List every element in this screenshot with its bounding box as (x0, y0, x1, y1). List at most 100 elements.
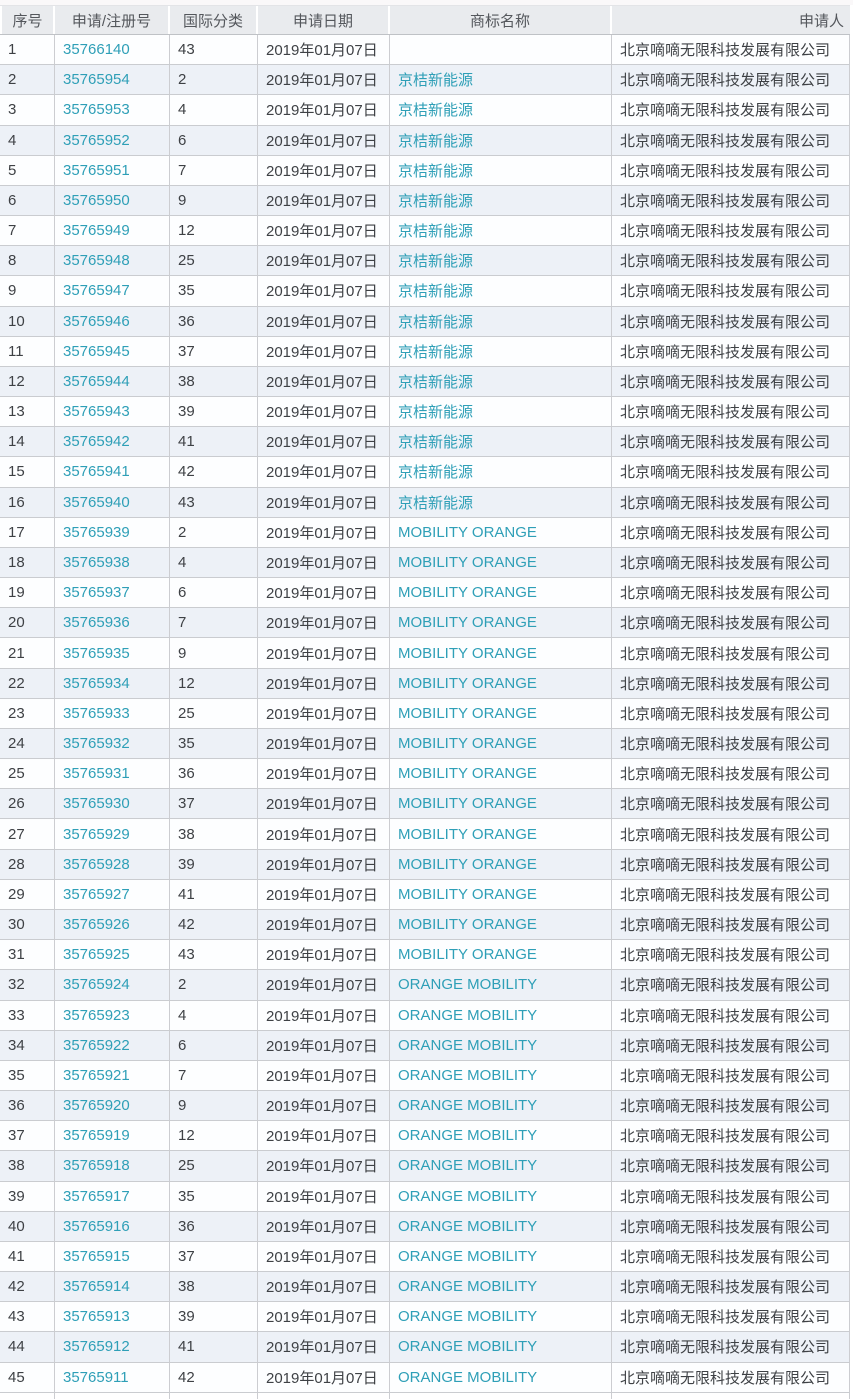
cell-trademark-name-link[interactable]: MOBILITY ORANGE (390, 879, 612, 909)
cell-registration-number-link[interactable]: 35765940 (55, 487, 170, 517)
cell-registration-number-link[interactable]: 35765949 (55, 216, 170, 246)
cell-registration-number-link[interactable]: 35765915 (55, 1241, 170, 1272)
cell-trademark-name-link[interactable]: MOBILITY ORANGE (390, 909, 612, 940)
cell-registration-number-link[interactable]: 35765926 (55, 909, 170, 940)
cell-trademark-name-link[interactable]: 京桔新能源 (390, 65, 612, 95)
cell-trademark-name-link[interactable]: ORANGE MOBILITY (390, 1211, 612, 1241)
cell-trademark-name-link[interactable]: ORANGE MOBILITY (390, 1181, 612, 1211)
cell-international-class: 36 (170, 759, 258, 789)
cell-trademark-name-link[interactable]: ORANGE MOBILITY (390, 1091, 612, 1121)
cell-trademark-name-link[interactable]: MOBILITY ORANGE (390, 608, 612, 638)
cell-registration-number-link[interactable]: 35765922 (55, 1030, 170, 1060)
cell-registration-number-link[interactable]: 35765921 (55, 1060, 170, 1091)
cell-registration-number-link[interactable]: 35765911 (55, 1362, 170, 1392)
cell-trademark-name-link[interactable] (390, 35, 612, 65)
cell-registration-number-link[interactable]: 35765948 (55, 246, 170, 276)
cell-registration-number-link[interactable]: 35765925 (55, 940, 170, 970)
cell-trademark-name-link[interactable]: MOBILITY ORANGE (390, 819, 612, 849)
cell-trademark-name-link[interactable]: 京桔新能源 (390, 336, 612, 366)
cell-registration-number-link[interactable]: 35765953 (55, 95, 170, 125)
cell-registration-number-link[interactable]: 35765941 (55, 457, 170, 487)
cell-trademark-name-link[interactable]: MOBILITY ORANGE (390, 759, 612, 789)
cell-applicant-name: 北京嘀嘀无限科技发展有限公司 (612, 336, 850, 366)
cell-trademark-name-link[interactable]: 京桔新能源 (390, 306, 612, 336)
cell-trademark-name-link[interactable]: ORANGE MOBILITY (390, 1332, 612, 1362)
cell-trademark-name-link[interactable]: ORANGE MOBILITY (390, 1241, 612, 1272)
cell-trademark-name-link[interactable]: MOBILITY ORANGE (390, 698, 612, 728)
cell-trademark-name-link[interactable]: MOBILITY ORANGE (390, 728, 612, 759)
cell-trademark-name-link[interactable]: 京桔新能源 (390, 216, 612, 246)
cell-registration-number-link[interactable]: 35765945 (55, 336, 170, 366)
cell-trademark-name-link[interactable]: 京桔新能源 (390, 427, 612, 457)
cell-registration-number-link[interactable]: 35765913 (55, 1302, 170, 1332)
cell-trademark-name-link[interactable]: ORANGE MOBILITY (390, 1151, 612, 1181)
cell-registration-number-link[interactable]: 35765936 (55, 608, 170, 638)
cell-serial-number: 30 (0, 909, 55, 940)
cell-registration-number-link[interactable]: 35765920 (55, 1091, 170, 1121)
cell-registration-number-link[interactable]: 35765934 (55, 668, 170, 698)
cell-trademark-name-link[interactable]: MOBILITY ORANGE (390, 547, 612, 578)
cell-trademark-name-link[interactable]: 京桔新能源 (390, 95, 612, 125)
cell-registration-number-link[interactable]: 35765950 (55, 185, 170, 216)
cell-registration-number-link[interactable]: 35765943 (55, 397, 170, 427)
cell-trademark-name-link[interactable]: MOBILITY ORANGE (390, 638, 612, 668)
cell-registration-number-link[interactable]: 35765951 (55, 155, 170, 185)
cell-serial-number: 20 (0, 608, 55, 638)
cell-trademark-name-link[interactable]: 京桔新能源 (390, 366, 612, 397)
cell-trademark-name-link[interactable]: 京桔新能源 (390, 276, 612, 306)
cell-registration-number-link[interactable]: 35765924 (55, 970, 170, 1000)
cell-trademark-name-link[interactable]: MOBILITY ORANGE (390, 849, 612, 879)
cell-registration-number-link[interactable]: 35765930 (55, 789, 170, 819)
cell-registration-number-link[interactable]: 35765928 (55, 849, 170, 879)
cell-registration-number-link[interactable]: 35765935 (55, 638, 170, 668)
cell-registration-number-link[interactable]: 35765923 (55, 1000, 170, 1030)
cell-trademark-name-link[interactable]: MOBILITY ORANGE (390, 789, 612, 819)
cell-registration-number-link[interactable]: 35765932 (55, 728, 170, 759)
cell-trademark-name-link[interactable]: MOBILITY ORANGE (390, 940, 612, 970)
cell-trademark-name-link[interactable]: ORANGE MOBILITY (390, 1030, 612, 1060)
cell-trademark-name-link[interactable]: ORANGE MOBILITY (390, 1272, 612, 1302)
cell-registration-number-link[interactable]: 35765938 (55, 547, 170, 578)
cell-trademark-name-link[interactable]: 京桔新能源 (390, 457, 612, 487)
cell-registration-number-link[interactable]: 35765954 (55, 65, 170, 95)
cell-registration-number-link[interactable]: 35765919 (55, 1121, 170, 1151)
cell-registration-number-link[interactable]: 35765917 (55, 1181, 170, 1211)
cell-registration-number-link[interactable]: 35765952 (55, 125, 170, 155)
cell-trademark-name-link[interactable]: MOBILITY ORANGE (390, 517, 612, 547)
cell-trademark-name-link[interactable]: ORANGE MOBILITY (390, 1302, 612, 1332)
cell-registration-number-link[interactable]: 35765914 (55, 1272, 170, 1302)
cell-trademark-name-link[interactable] (390, 1392, 612, 1399)
cell-registration-number-link[interactable]: 35765944 (55, 366, 170, 397)
cell-registration-number-link[interactable]: 35765916 (55, 1211, 170, 1241)
cell-trademark-name-link[interactable]: 京桔新能源 (390, 155, 612, 185)
cell-registration-number-link[interactable]: 35765931 (55, 759, 170, 789)
cell-registration-number-link[interactable]: 35765942 (55, 427, 170, 457)
cell-applicant-name: 北京嘀嘀无限科技发展有限公司 (612, 306, 850, 336)
cell-registration-number-link[interactable]: 35765918 (55, 1151, 170, 1181)
cell-registration-number-link[interactable]: 35765933 (55, 698, 170, 728)
cell-trademark-name-link[interactable]: ORANGE MOBILITY (390, 1000, 612, 1030)
cell-application-date: 2019年01月07日 (258, 1272, 390, 1302)
cell-registration-number-link[interactable]: 35766140 (55, 35, 170, 65)
cell-trademark-name-link[interactable]: ORANGE MOBILITY (390, 1362, 612, 1392)
cell-registration-number-link[interactable]: 35765912 (55, 1332, 170, 1362)
cell-registration-number-link[interactable]: 35765937 (55, 578, 170, 608)
cell-trademark-name-link[interactable]: MOBILITY ORANGE (390, 578, 612, 608)
cell-trademark-name-link[interactable]: 京桔新能源 (390, 185, 612, 216)
cell-applicant-name: 北京嘀嘀无限科技发展有限公司 (612, 819, 850, 849)
cell-registration-number-link[interactable]: 35765939 (55, 517, 170, 547)
cell-trademark-name-link[interactable]: 京桔新能源 (390, 487, 612, 517)
cell-trademark-name-link[interactable]: ORANGE MOBILITY (390, 1060, 612, 1091)
cell-trademark-name-link[interactable]: MOBILITY ORANGE (390, 668, 612, 698)
cell-trademark-name-link[interactable]: 京桔新能源 (390, 125, 612, 155)
cell-registration-number-link[interactable]: 35765927 (55, 879, 170, 909)
cell-international-class: 35 (170, 728, 258, 759)
cell-trademark-name-link[interactable]: ORANGE MOBILITY (390, 970, 612, 1000)
cell-trademark-name-link[interactable]: ORANGE MOBILITY (390, 1121, 612, 1151)
cell-registration-number-link[interactable]: 35765929 (55, 819, 170, 849)
cell-trademark-name-link[interactable]: 京桔新能源 (390, 397, 612, 427)
cell-registration-number-link[interactable]: 35765946 (55, 306, 170, 336)
cell-trademark-name-link[interactable]: 京桔新能源 (390, 246, 612, 276)
cell-registration-number-link[interactable] (55, 1392, 170, 1399)
cell-registration-number-link[interactable]: 35765947 (55, 276, 170, 306)
